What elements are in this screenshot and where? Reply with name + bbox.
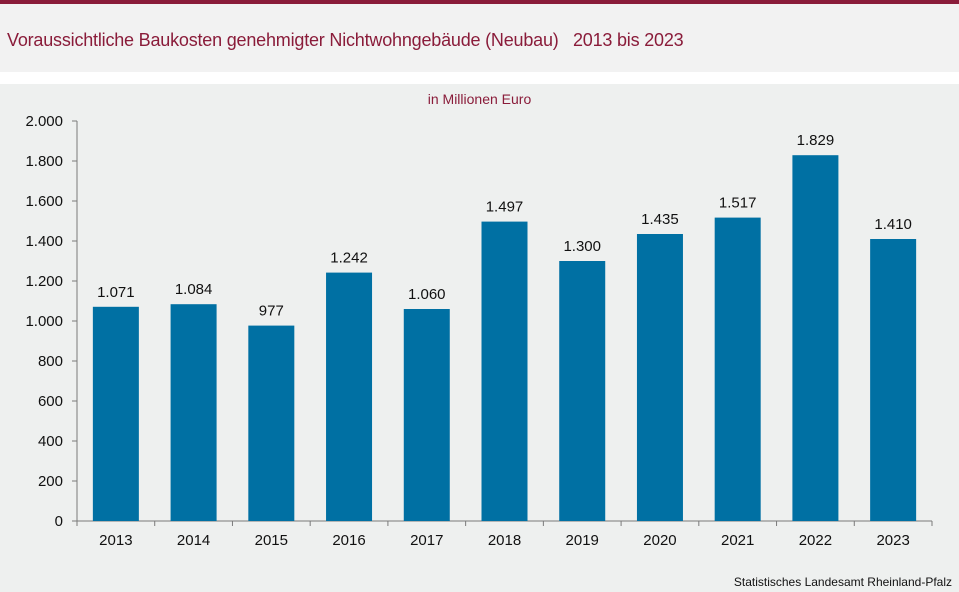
x-tick-label: 2019 bbox=[566, 532, 599, 549]
y-tick-label: 1.600 bbox=[25, 193, 63, 210]
y-tick-label: 600 bbox=[38, 393, 63, 410]
bar bbox=[559, 261, 606, 521]
bar bbox=[92, 306, 139, 521]
x-tick-label: 2022 bbox=[799, 532, 832, 549]
data-label: 1.300 bbox=[563, 238, 601, 255]
bar bbox=[792, 155, 839, 521]
y-tick-label: 1.200 bbox=[25, 273, 63, 290]
data-label: 1.517 bbox=[719, 195, 757, 212]
data-label: 1.242 bbox=[330, 250, 368, 267]
data-label: 1.410 bbox=[874, 216, 912, 233]
bar bbox=[481, 221, 528, 521]
bar bbox=[714, 217, 761, 521]
data-label: 1.497 bbox=[486, 199, 524, 216]
x-tick-label: 2018 bbox=[488, 532, 521, 549]
y-tick-label: 1.800 bbox=[25, 153, 63, 170]
x-tick-label: 2020 bbox=[643, 532, 676, 549]
y-tick-label: 2.000 bbox=[25, 113, 63, 130]
data-label: 1.084 bbox=[175, 281, 213, 298]
y-tick-label: 800 bbox=[38, 353, 63, 370]
y-tick-label: 400 bbox=[38, 433, 63, 450]
title-area: Voraussichtliche Baukosten genehmigter N… bbox=[0, 4, 959, 72]
x-tick-label: 2013 bbox=[99, 532, 132, 549]
bar bbox=[326, 272, 373, 521]
bar bbox=[870, 239, 917, 521]
x-tick-label: 2017 bbox=[410, 532, 443, 549]
data-label: 1.829 bbox=[797, 132, 835, 149]
y-tick-label: 0 bbox=[55, 513, 63, 530]
y-tick-label: 1.000 bbox=[25, 313, 63, 330]
source-note: Statistisches Landesamt Rheinland-Pfalz bbox=[733, 575, 952, 589]
x-tick-label: 2023 bbox=[876, 532, 909, 549]
y-tick-label: 200 bbox=[38, 473, 63, 490]
bar bbox=[248, 325, 295, 521]
bar bbox=[636, 234, 683, 521]
bar bbox=[403, 309, 450, 521]
x-tick-label: 2016 bbox=[332, 532, 365, 549]
data-label: 1.071 bbox=[97, 284, 135, 301]
chart-title: Voraussichtliche Baukosten genehmigter N… bbox=[7, 30, 684, 50]
x-tick-label: 2015 bbox=[255, 532, 288, 549]
bar bbox=[170, 304, 217, 521]
x-tick-label: 2021 bbox=[721, 532, 754, 549]
data-label: 1.435 bbox=[641, 211, 679, 228]
x-tick-label: 2014 bbox=[177, 532, 210, 549]
data-label: 1.060 bbox=[408, 286, 446, 303]
data-label: 977 bbox=[259, 303, 284, 320]
top-accent-bar bbox=[0, 0, 959, 4]
y-tick-label: 1.400 bbox=[25, 233, 63, 250]
chart-subtitle: in Millionen Euro bbox=[427, 91, 532, 107]
divider bbox=[0, 72, 959, 84]
